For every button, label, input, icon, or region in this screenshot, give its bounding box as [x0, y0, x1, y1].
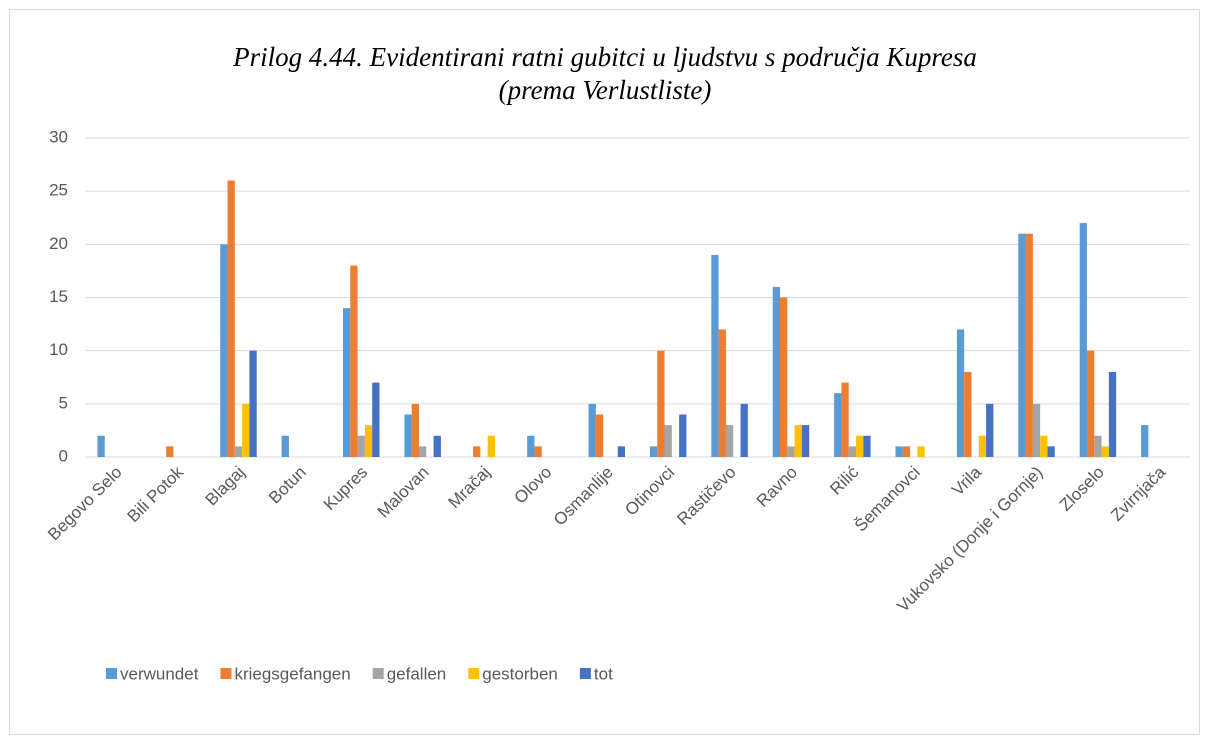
- bar: [964, 371, 972, 457]
- bar: [220, 244, 228, 457]
- bar: [534, 446, 542, 457]
- bar: [527, 435, 535, 457]
- bar: [343, 308, 351, 457]
- bar: [834, 393, 842, 457]
- bar: [1047, 446, 1055, 457]
- legend-swatch: [106, 668, 117, 679]
- bar: [664, 425, 672, 457]
- bar: [1141, 425, 1149, 457]
- bar: [411, 403, 419, 457]
- bar: [740, 403, 748, 457]
- bar: [917, 446, 925, 457]
- bar: [1032, 403, 1041, 457]
- bar: [956, 329, 965, 457]
- bar: [404, 414, 412, 457]
- y-tick-label: 5: [59, 393, 68, 412]
- bar: [242, 403, 250, 457]
- bar: [986, 403, 994, 457]
- bar: [1025, 233, 1033, 457]
- y-tick-label: 10: [49, 340, 68, 359]
- bar: [433, 435, 441, 457]
- bar: [473, 446, 481, 457]
- bar: [1094, 435, 1102, 457]
- bar: [588, 403, 596, 457]
- legend-swatch: [579, 668, 591, 679]
- bar: [1101, 446, 1109, 457]
- bar: [1086, 350, 1095, 457]
- bar: [711, 254, 719, 457]
- bar: [166, 446, 174, 457]
- bar: [978, 435, 987, 457]
- bar: [1018, 233, 1026, 457]
- y-tick-label: 20: [49, 234, 68, 253]
- y-tick-label: 15: [49, 287, 68, 306]
- bar: [97, 435, 105, 457]
- bar: [902, 446, 911, 457]
- bar: [234, 446, 243, 457]
- legend-swatch: [372, 668, 384, 679]
- bar: [227, 180, 235, 458]
- bar: [372, 382, 380, 457]
- bar: [801, 425, 810, 457]
- bar: [350, 265, 358, 457]
- bar: [725, 425, 734, 457]
- bar: [895, 446, 903, 457]
- bar: [418, 446, 427, 457]
- bar: [856, 435, 864, 457]
- legend-label: kriegsgefangen: [234, 664, 350, 683]
- bar: [249, 350, 257, 457]
- legend-label: tot: [594, 664, 613, 683]
- y-tick-label: 25: [49, 181, 68, 200]
- bar: [841, 382, 849, 457]
- bar: [1079, 223, 1087, 457]
- legend-swatch: [468, 668, 480, 679]
- bar: [281, 435, 289, 457]
- bar: [780, 297, 788, 457]
- bar: [1040, 435, 1048, 457]
- bar: [794, 425, 802, 457]
- legend-label: gefallen: [387, 664, 447, 683]
- chart-border: [9, 9, 1200, 735]
- bar: [364, 425, 373, 457]
- bar: [657, 350, 665, 457]
- bar: [595, 414, 604, 457]
- legend-label: verwundet: [120, 664, 199, 683]
- bar: [649, 446, 658, 457]
- legend-label: gestorben: [482, 664, 558, 683]
- bar: [718, 329, 726, 457]
- bar: [357, 435, 365, 457]
- bar: [863, 435, 871, 457]
- bar: [487, 435, 495, 457]
- y-tick-label: 30: [49, 127, 68, 146]
- bar: [787, 446, 795, 457]
- chart-title: (prema Verlustliste): [499, 75, 712, 105]
- bar: [772, 286, 781, 457]
- bar: [848, 446, 857, 457]
- chart-title: Prilog 4.44. Evidentirani ratni gubitci …: [232, 42, 977, 72]
- bar: [679, 414, 687, 457]
- bar: [1108, 371, 1117, 457]
- y-tick-label: 0: [59, 446, 68, 465]
- bar: [617, 446, 626, 457]
- legend-swatch: [220, 668, 232, 679]
